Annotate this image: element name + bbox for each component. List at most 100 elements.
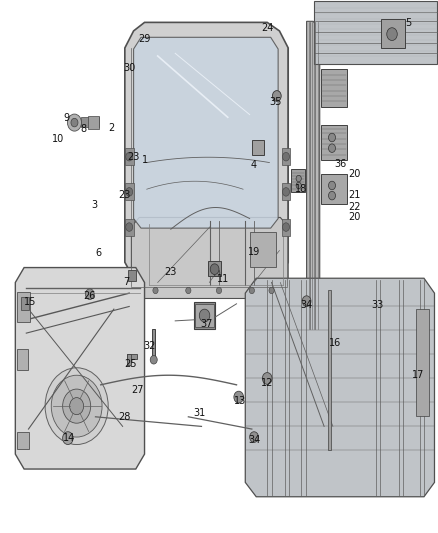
Bar	[128, 270, 136, 281]
Bar	[282, 148, 290, 165]
Text: 23: 23	[164, 267, 176, 277]
Circle shape	[387, 28, 397, 41]
Bar	[127, 354, 131, 365]
Text: 35: 35	[269, 98, 281, 107]
Bar	[152, 329, 155, 358]
Circle shape	[250, 432, 258, 442]
Polygon shape	[245, 278, 434, 497]
Text: 1: 1	[141, 155, 148, 165]
Circle shape	[234, 391, 244, 403]
Bar	[21, 297, 29, 310]
Text: 5: 5	[405, 18, 411, 28]
Text: 23: 23	[118, 190, 130, 200]
Polygon shape	[131, 217, 288, 298]
Circle shape	[249, 287, 254, 294]
Text: 7: 7	[123, 278, 129, 287]
Text: 3: 3	[91, 200, 97, 210]
Bar	[282, 183, 290, 200]
Text: 23: 23	[127, 152, 140, 161]
Text: 36: 36	[335, 159, 347, 168]
Text: 16: 16	[329, 338, 341, 348]
Circle shape	[328, 144, 336, 152]
Bar	[88, 116, 99, 129]
Text: 21: 21	[349, 190, 361, 199]
Circle shape	[296, 182, 301, 189]
Text: 13: 13	[234, 396, 246, 406]
Bar	[194, 302, 215, 329]
Text: 34: 34	[248, 435, 260, 445]
Circle shape	[283, 188, 290, 196]
Polygon shape	[134, 37, 278, 228]
Text: 37: 37	[201, 319, 213, 329]
Text: 20: 20	[349, 213, 361, 222]
Circle shape	[150, 356, 157, 364]
Text: 14: 14	[63, 433, 75, 443]
Bar	[282, 219, 290, 236]
Circle shape	[302, 296, 311, 306]
Text: 33: 33	[371, 300, 384, 310]
Circle shape	[328, 191, 336, 200]
Circle shape	[63, 389, 91, 423]
Bar	[381, 19, 405, 48]
Bar	[328, 290, 331, 450]
Text: 30: 30	[123, 63, 135, 73]
Circle shape	[272, 91, 281, 101]
Bar	[125, 148, 134, 165]
Circle shape	[199, 309, 210, 322]
Bar	[17, 432, 29, 449]
Circle shape	[216, 287, 222, 294]
Circle shape	[283, 223, 290, 231]
Bar	[321, 174, 347, 204]
Polygon shape	[125, 22, 288, 287]
Bar	[127, 354, 137, 359]
Bar	[416, 309, 429, 416]
Circle shape	[51, 375, 102, 437]
Polygon shape	[307, 21, 320, 330]
Circle shape	[63, 432, 73, 445]
Circle shape	[85, 289, 94, 300]
Circle shape	[210, 264, 219, 274]
Circle shape	[45, 368, 108, 445]
Text: 10: 10	[52, 134, 64, 143]
Text: 8: 8	[80, 124, 86, 134]
Polygon shape	[314, 1, 437, 64]
Bar	[125, 219, 134, 236]
Text: 15: 15	[24, 297, 36, 306]
Circle shape	[186, 287, 191, 294]
Text: 4: 4	[250, 160, 256, 170]
Text: 25: 25	[124, 359, 137, 368]
Text: 11: 11	[217, 274, 230, 284]
Circle shape	[214, 269, 220, 277]
Text: 29: 29	[138, 34, 151, 44]
Bar	[17, 292, 30, 322]
Circle shape	[328, 181, 336, 190]
Text: 2: 2	[109, 123, 115, 133]
Circle shape	[269, 287, 274, 294]
Text: 32: 32	[144, 342, 156, 351]
Circle shape	[153, 287, 158, 294]
Polygon shape	[15, 268, 145, 469]
Text: 18: 18	[295, 184, 307, 194]
Circle shape	[126, 223, 133, 231]
Bar	[291, 169, 305, 192]
Text: 22: 22	[349, 202, 361, 212]
Bar	[125, 183, 134, 200]
Text: 24: 24	[261, 23, 273, 33]
Bar	[321, 125, 347, 160]
Text: 27: 27	[132, 385, 144, 395]
Text: 19: 19	[248, 247, 260, 257]
Text: 20: 20	[349, 169, 361, 179]
Text: 26: 26	[84, 291, 96, 301]
Text: 34: 34	[300, 300, 313, 310]
Bar	[195, 304, 214, 327]
Bar	[250, 232, 276, 266]
Circle shape	[296, 175, 301, 182]
Circle shape	[126, 152, 133, 161]
Circle shape	[71, 118, 78, 127]
Text: 31: 31	[193, 408, 205, 418]
Bar	[252, 140, 264, 155]
Circle shape	[67, 114, 81, 131]
Circle shape	[328, 133, 336, 142]
Circle shape	[283, 152, 290, 161]
Text: 12: 12	[261, 378, 273, 387]
